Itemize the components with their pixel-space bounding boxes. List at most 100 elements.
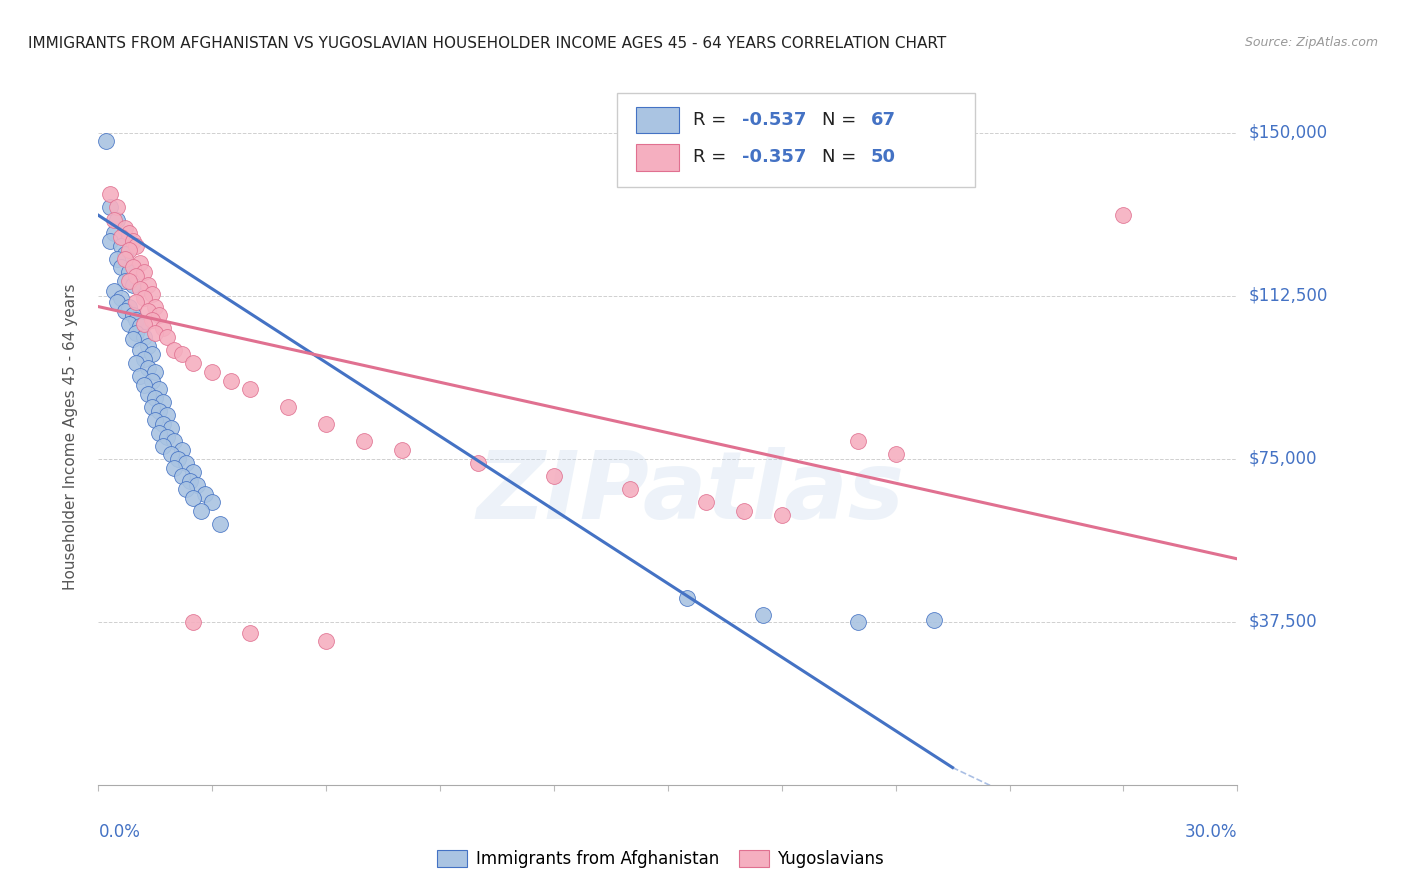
- Point: [201, 365, 224, 379]
- Y-axis label: Householder Income Ages 45 - 64 years: Householder Income Ages 45 - 64 years: [63, 284, 77, 591]
- Point: [183, 491, 205, 505]
- Point: [103, 226, 125, 240]
- Point: [183, 465, 205, 479]
- Point: [103, 212, 125, 227]
- Point: [156, 430, 179, 444]
- Point: [98, 200, 121, 214]
- Point: [159, 421, 181, 435]
- Point: [118, 243, 141, 257]
- Point: [129, 256, 152, 270]
- FancyBboxPatch shape: [636, 145, 679, 170]
- FancyBboxPatch shape: [617, 93, 976, 186]
- Point: [141, 400, 163, 414]
- Point: [145, 365, 167, 379]
- Point: [179, 474, 201, 488]
- Point: [98, 186, 121, 201]
- Point: [1112, 208, 1135, 222]
- Text: IMMIGRANTS FROM AFGHANISTAN VS YUGOSLAVIAN HOUSEHOLDER INCOME AGES 45 - 64 YEARS: IMMIGRANTS FROM AFGHANISTAN VS YUGOSLAVI…: [28, 36, 946, 51]
- Point: [121, 332, 143, 346]
- Text: Source: ZipAtlas.com: Source: ZipAtlas.com: [1244, 36, 1378, 49]
- Point: [141, 347, 163, 361]
- Point: [132, 377, 155, 392]
- Point: [136, 339, 159, 353]
- Point: [183, 356, 205, 370]
- Point: [125, 238, 148, 253]
- FancyBboxPatch shape: [636, 106, 679, 133]
- Point: [170, 347, 193, 361]
- Point: [159, 447, 181, 462]
- Point: [676, 591, 699, 605]
- Point: [141, 374, 163, 388]
- Point: [163, 343, 186, 357]
- Point: [118, 265, 141, 279]
- Point: [110, 238, 132, 253]
- Point: [107, 200, 129, 214]
- Point: [163, 460, 186, 475]
- Point: [315, 417, 337, 431]
- Point: [208, 516, 231, 531]
- Point: [129, 343, 152, 357]
- Text: R =: R =: [693, 148, 733, 167]
- Point: [152, 395, 174, 409]
- Point: [846, 434, 869, 449]
- Text: -0.537: -0.537: [742, 111, 806, 128]
- Point: [391, 443, 413, 458]
- Point: [110, 230, 132, 244]
- Text: -0.357: -0.357: [742, 148, 806, 167]
- Point: [121, 308, 143, 322]
- Point: [183, 615, 205, 629]
- Text: ZIPatlas: ZIPatlas: [477, 447, 904, 539]
- Point: [619, 482, 641, 496]
- Point: [136, 304, 159, 318]
- Point: [136, 277, 159, 292]
- Point: [129, 282, 152, 296]
- Point: [156, 330, 179, 344]
- Point: [543, 469, 565, 483]
- Point: [125, 312, 148, 326]
- Point: [121, 260, 143, 275]
- Point: [132, 265, 155, 279]
- Point: [118, 226, 141, 240]
- Point: [114, 221, 136, 235]
- Point: [239, 625, 262, 640]
- Text: $150,000: $150,000: [1249, 124, 1327, 142]
- Text: 50: 50: [870, 148, 896, 167]
- Point: [114, 247, 136, 261]
- Point: [110, 260, 132, 275]
- Point: [277, 400, 299, 414]
- Point: [107, 212, 129, 227]
- Point: [201, 495, 224, 509]
- Point: [132, 291, 155, 305]
- Point: [733, 504, 755, 518]
- Point: [145, 412, 167, 426]
- Point: [103, 285, 125, 299]
- Text: $112,500: $112,500: [1249, 286, 1327, 305]
- Point: [752, 608, 775, 623]
- Point: [118, 300, 141, 314]
- Point: [695, 495, 717, 509]
- Point: [94, 134, 117, 148]
- Point: [170, 443, 193, 458]
- Point: [145, 391, 167, 405]
- Point: [125, 269, 148, 284]
- Point: [141, 286, 163, 301]
- Point: [132, 317, 155, 331]
- Point: [167, 451, 190, 466]
- Point: [125, 326, 148, 340]
- Point: [148, 425, 170, 440]
- Point: [221, 374, 243, 388]
- Point: [132, 351, 155, 366]
- Point: [114, 304, 136, 318]
- Point: [145, 300, 167, 314]
- Point: [98, 235, 121, 249]
- Text: R =: R =: [693, 111, 733, 128]
- Point: [110, 291, 132, 305]
- Point: [152, 439, 174, 453]
- Point: [353, 434, 375, 449]
- Point: [118, 273, 141, 287]
- Point: [884, 447, 907, 462]
- Point: [148, 404, 170, 418]
- Point: [136, 360, 159, 375]
- Point: [129, 369, 152, 384]
- Text: N =: N =: [821, 148, 862, 167]
